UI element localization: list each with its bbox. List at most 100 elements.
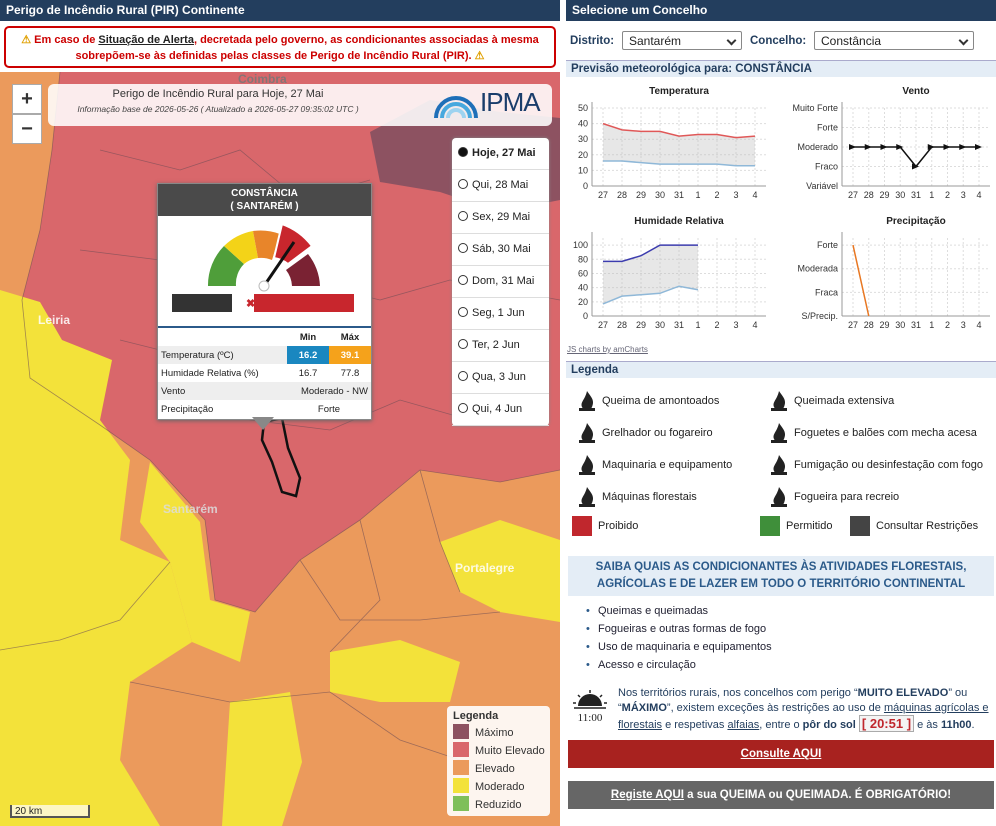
x-tick-label: 30 — [895, 320, 905, 330]
x-tick-label: 28 — [864, 320, 874, 330]
series-line — [603, 160, 755, 167]
day-option[interactable]: Ter, 2 Jun — [452, 330, 549, 362]
note-bold: MUITO ELEVADO — [857, 687, 949, 699]
chart-title: Temperatura — [649, 86, 709, 97]
cell-max: 39.1 — [329, 346, 371, 364]
x-tick-label: 31 — [911, 190, 921, 200]
scale-bar: 20 km — [10, 805, 90, 818]
register-link[interactable]: Registe AQUI — [610, 789, 684, 801]
day-label: Sex, 29 Mai — [472, 211, 531, 223]
legend-item: Máximo — [447, 724, 550, 742]
legend-item: Fogueira para recreio — [771, 487, 899, 507]
legend-item: Fumigação ou desinfestação com fogo — [771, 455, 983, 475]
y-tick-label: Forte — [817, 123, 838, 133]
day-option[interactable]: Sex, 29 Mai — [452, 202, 549, 234]
y-tick-label: Fraca — [815, 287, 838, 297]
x-tick-label: 3 — [733, 190, 738, 200]
day-list: Hoje, 27 Mai Qui, 28 Mai Sex, 29 Mai Sáb, 3… — [452, 138, 549, 426]
day-option[interactable]: Hoje, 27 Mai — [452, 138, 549, 170]
x-tick-label: 31 — [911, 320, 921, 330]
x-tick-label: 31 — [674, 190, 684, 200]
legend-swatch — [453, 778, 469, 793]
wind-marker — [975, 144, 982, 150]
alert-text: Em caso de — [34, 34, 99, 46]
day-option[interactable]: Seg, 1 Jun — [452, 298, 549, 330]
note-bold: MÁXIMO — [621, 702, 667, 714]
x-tick-label: 2 — [714, 320, 719, 330]
note-bold: pôr do sol — [802, 719, 856, 731]
chart-credit[interactable]: JS charts by amCharts — [567, 345, 648, 354]
legend-label: Moderado — [475, 781, 525, 793]
wind-marker — [880, 144, 888, 150]
chart-title: Vento — [902, 86, 929, 97]
legend-item: Permitido — [760, 516, 832, 536]
y-tick-label: Forte — [817, 240, 838, 250]
note-text: ” ou “ — [618, 687, 968, 714]
chart-title: Precipitação — [886, 216, 945, 227]
zoom-in[interactable]: + — [12, 84, 42, 114]
legend-title: Legenda — [453, 710, 499, 722]
row-label: Precipitação — [161, 403, 214, 415]
wind-marker — [912, 163, 919, 170]
legend-item: Maquinaria e equipamento — [579, 455, 732, 475]
place-label: Coimbra — [238, 72, 287, 86]
legend-item: Proibido — [572, 516, 638, 536]
place-label: Santarém — [163, 502, 218, 516]
legend-item: Elevado — [447, 760, 550, 778]
legend-icon — [579, 391, 595, 411]
x-tick-label: 30 — [655, 190, 665, 200]
wind-marker — [943, 144, 951, 150]
x-tick-label: 3 — [733, 320, 738, 330]
row-label: Vento — [161, 385, 186, 397]
consult-button[interactable]: Consulte AQUI — [568, 740, 994, 768]
note-text: e às — [914, 719, 941, 731]
county-select[interactable]: Constância — [814, 31, 974, 50]
note-text: ”, existem exceções às restrições ao uso… — [666, 702, 884, 714]
note-link[interactable]: máquinas agrícolas e florestais — [618, 702, 989, 731]
place-label: Leiria — [38, 313, 71, 327]
x-tick-label: 28 — [864, 190, 874, 200]
day-label: Hoje, 27 Mai — [472, 147, 536, 159]
svg-text:✖: ✖ — [246, 298, 255, 310]
sun-icon: 11:00 — [573, 690, 607, 724]
y-tick-label: 30 — [578, 134, 588, 144]
district-label: Distrito: — [570, 35, 615, 47]
legend-label: Muito Elevado — [475, 745, 545, 757]
day-option[interactable]: Sáb, 30 Mai — [452, 234, 549, 266]
district-select[interactable]: Santarém — [622, 31, 742, 50]
wind-marker — [896, 144, 904, 150]
day-option[interactable]: Qua, 3 Jun — [452, 362, 549, 394]
day-option[interactable]: Qui, 28 Mai — [452, 170, 549, 202]
x-tick-label: 28 — [617, 190, 627, 200]
selected-county[interactable] — [260, 416, 302, 498]
series-line — [602, 122, 756, 139]
register-button[interactable]: Registe AQUI a sua QUEIMA ou QUEIMADA. É… — [568, 781, 994, 809]
alert-text: , decretada pelo governo, as condicionan… — [75, 34, 539, 62]
y-tick-label: Fraco — [815, 162, 838, 172]
legend-swatch — [453, 760, 469, 775]
alert-link[interactable]: Situação de Alerta — [98, 34, 194, 46]
cell-value: Forte — [317, 403, 341, 415]
note-link[interactable]: alfaias — [727, 719, 760, 731]
bullet-item: Acesso e circulação — [586, 659, 696, 671]
legend-item: Muito Elevado — [447, 742, 550, 760]
legend-icon — [579, 487, 595, 507]
x-tick-label: 4 — [976, 320, 981, 330]
x-tick-label: 4 — [976, 190, 981, 200]
place-label: Portalegre — [455, 561, 515, 575]
day-option[interactable]: Qui, 4 Jun — [452, 394, 549, 426]
day-option[interactable]: Dom, 31 Mai — [452, 266, 549, 298]
cell-min: 16.7 — [298, 367, 318, 379]
x-tick-label: 4 — [752, 320, 757, 330]
x-tick-label: 3 — [961, 320, 966, 330]
col-header: Máx — [340, 331, 360, 343]
y-tick-label: Moderada — [797, 264, 838, 274]
day-label: Qui, 4 Jun — [472, 403, 523, 415]
zoom-out[interactable]: − — [12, 114, 42, 144]
y-tick-label: 60 — [578, 268, 588, 278]
x-tick-label: 30 — [895, 190, 905, 200]
legend-item: Foguetes e balões com mecha acesa — [771, 423, 977, 443]
panel-title: Selecione um Concelho — [566, 0, 996, 21]
legend-label: Máximo — [475, 727, 514, 739]
